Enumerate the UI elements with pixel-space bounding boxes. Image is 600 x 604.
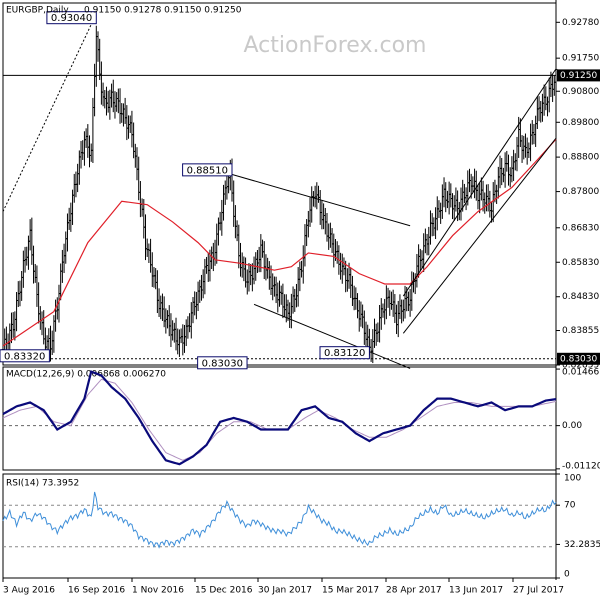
x-axis-label: 15 Dec 2016 — [195, 586, 253, 596]
annotation-label: 0.93040 — [51, 13, 92, 24]
macd-axis-label: 0.00 — [562, 421, 582, 431]
x-axis-label: 27 Jul 2017 — [513, 586, 564, 596]
trendline — [197, 164, 411, 227]
rsi-axis-label: 70 — [564, 501, 576, 511]
watermark: ActionForex.com — [244, 33, 427, 58]
x-axis-label: 1 Nov 2016 — [132, 586, 184, 596]
annotation-box — [46, 11, 97, 25]
x-axis-label: 13 Jun 2017 — [449, 586, 503, 596]
price-axis-label: 0.90800 — [562, 87, 599, 97]
ohlc-values: 0.91150 0.91278 0.91150 0.91250 — [84, 6, 242, 16]
support-price-tag — [557, 352, 600, 365]
last-price-label: 0.91250 — [560, 71, 597, 81]
macd-line — [2, 370, 557, 466]
trendline — [402, 68, 557, 297]
x-axis-label: 28 Apr 2017 — [386, 586, 442, 596]
annotation-box — [182, 163, 233, 177]
price-bars — [1, 25, 558, 364]
rsi-line — [2, 491, 557, 549]
price-axis-label: 0.86830 — [562, 223, 599, 233]
rsi-axis-label: 0 — [564, 570, 570, 580]
chart-title: EURGBP,Daily — [6, 6, 69, 16]
rsi-axis-label: 32.2835 — [564, 540, 600, 550]
x-axis-label: 3 Aug 2016 — [3, 586, 55, 596]
rsi-axis-label: 100 — [564, 474, 581, 484]
annotation-label: 0.83120 — [324, 348, 365, 359]
annotation-box — [0, 349, 50, 363]
last-price-tag — [557, 69, 600, 82]
moving-average-line — [2, 138, 557, 347]
price-axis-label: 0.83855 — [562, 326, 599, 336]
price-axis-label: 0.82855 — [562, 361, 599, 371]
price-axis-label: 0.84830 — [562, 292, 599, 302]
price-axis-label: 0.92780 — [562, 18, 599, 28]
price-axis-label: 0.87800 — [562, 187, 599, 197]
x-axis-label: 15 Mar 2017 — [322, 586, 379, 596]
support-price-label: 0.83030 — [560, 354, 597, 364]
macd-panel-frame — [2, 366, 557, 471]
annotation-label: 0.83320 — [4, 351, 45, 362]
x-axis-label: 30 Jan 2017 — [258, 586, 312, 596]
x-axis-label: 16 Sep 2016 — [68, 586, 125, 596]
annotation-box — [197, 356, 248, 370]
price-axis-label: 0.88800 — [562, 153, 599, 163]
macd-title: MACD(12,26,9) 0.006868 0.006270 — [6, 370, 166, 380]
price-axis-label: 0.91750 — [562, 54, 599, 64]
trendline — [253, 303, 411, 369]
price-axis-label: 0.89800 — [562, 118, 599, 128]
annotation-label: 0.83030 — [202, 358, 243, 369]
rsi-title: RSI(14) 73.3952 — [6, 479, 79, 489]
annotation-label: 0.88510 — [187, 165, 228, 176]
price-axis-label: 0.85830 — [562, 258, 599, 268]
rsi-panel-frame — [2, 473, 557, 579]
macd-axis-label: 0.014661 — [562, 368, 600, 378]
trendline — [402, 137, 557, 334]
annotation-box — [319, 346, 370, 360]
macd-axis-label: -0.011202 — [562, 461, 600, 471]
trendline — [2, 13, 97, 212]
